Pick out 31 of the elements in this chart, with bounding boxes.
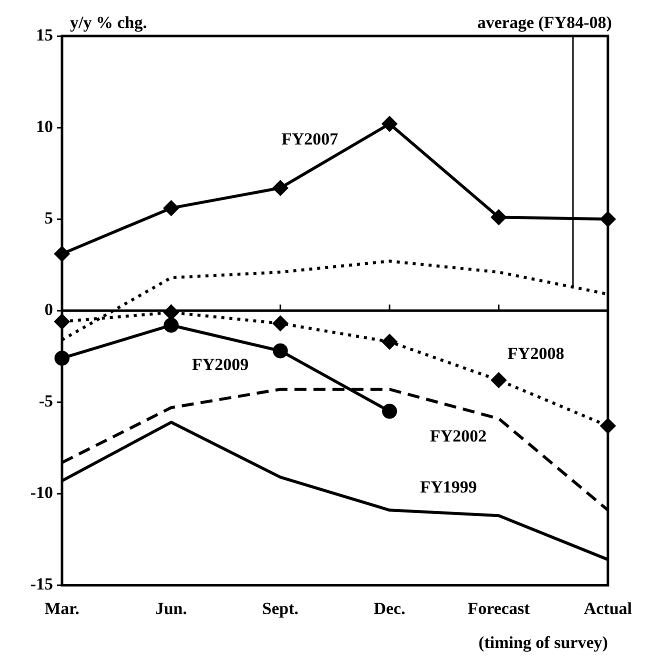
series-label: FY2002 <box>430 426 487 446</box>
y-tick-label: -15 <box>30 574 53 594</box>
series-label: FY2008 <box>508 344 564 363</box>
x-tick-label: Sept. <box>262 598 299 618</box>
x-tick-label: Mar. <box>44 598 80 618</box>
point <box>272 180 288 196</box>
y-tick-label: 15 <box>36 25 53 44</box>
x-tick-label: Actual <box>584 598 632 618</box>
point <box>491 210 506 225</box>
y-axis-title: y/y % chg. <box>70 12 147 32</box>
point <box>382 116 398 132</box>
x-tick-label: Forecast <box>468 598 530 618</box>
y-tick-label: 10 <box>36 116 53 136</box>
y-tick-label: 0 <box>44 300 53 319</box>
series-label: FY2009 <box>192 354 249 374</box>
point <box>382 334 398 350</box>
x-tick-label: Jun. <box>155 598 188 618</box>
point <box>491 372 506 388</box>
point <box>272 343 288 358</box>
y-tick-label: 5 <box>44 208 53 228</box>
x-tick-label: Dec. <box>374 598 406 618</box>
series-label: FY2007 <box>282 130 339 149</box>
point <box>382 404 398 419</box>
point <box>272 316 288 331</box>
point <box>164 318 179 333</box>
point <box>164 200 179 216</box>
series-label: FY1999 <box>420 478 477 497</box>
y-tick-label: -10 <box>30 483 53 502</box>
y-tick-label: -5 <box>38 392 53 411</box>
text: average (FY84-08) <box>477 12 612 32</box>
x-axis-title: (timing of survey) <box>478 633 608 652</box>
